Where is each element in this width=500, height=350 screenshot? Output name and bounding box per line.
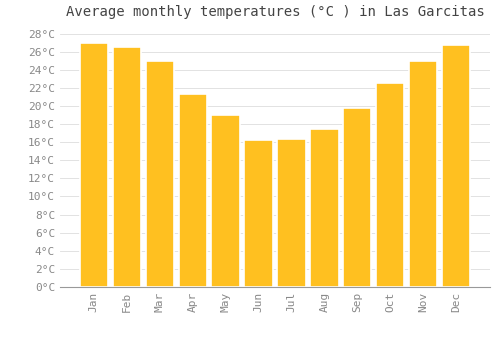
Bar [344,108,371,287]
Bar [244,140,272,287]
Bar [376,83,404,287]
Bar [212,115,240,287]
Bar [80,43,108,287]
Bar [442,45,470,287]
Bar [146,61,174,287]
Bar [278,139,305,287]
Title: Average monthly temperatures (°C ) in Las Garcitas: Average monthly temperatures (°C ) in La… [66,5,484,19]
Bar [310,128,338,287]
Bar [178,94,206,287]
Bar [410,61,438,287]
Bar [112,47,140,287]
